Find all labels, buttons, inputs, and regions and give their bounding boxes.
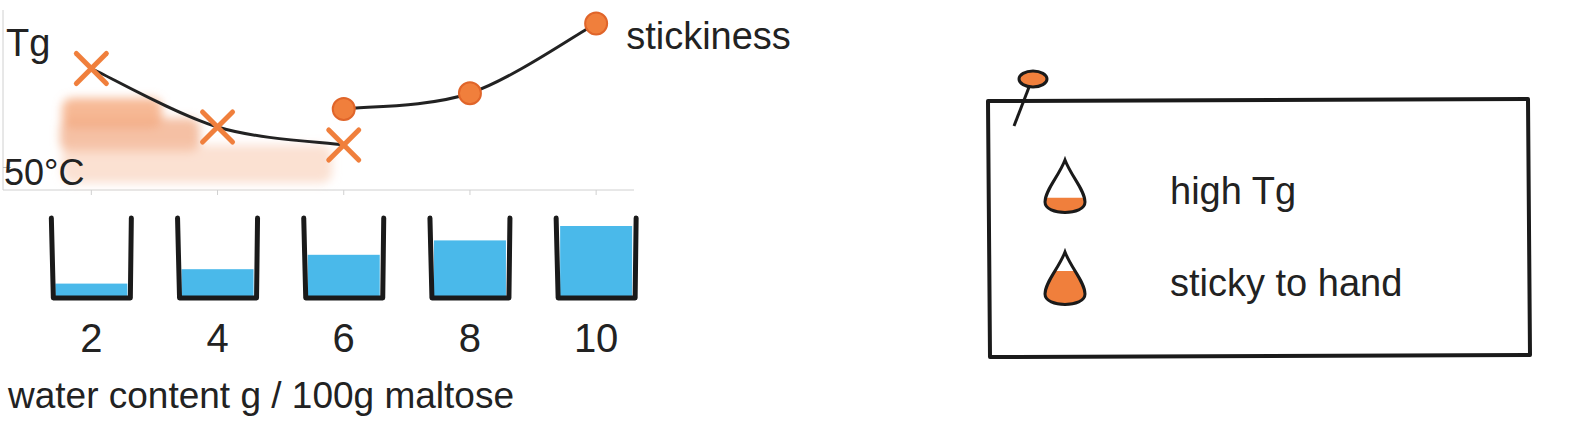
x-tick <box>217 190 218 195</box>
pin-needle <box>1014 82 1031 126</box>
marker-stroke <box>76 54 106 84</box>
beaker <box>178 218 258 298</box>
water-level <box>182 269 254 298</box>
droplet-fill <box>1045 271 1085 305</box>
note-label: sticky to hand <box>1170 262 1402 304</box>
x-tick-label: 6 <box>333 316 355 360</box>
water-level <box>560 226 632 298</box>
droplet <box>1045 252 1085 305</box>
marker-circle <box>585 13 607 35</box>
labels: Tg stickiness <box>6 15 791 65</box>
series-name: stickiness <box>626 15 791 57</box>
note-frame <box>988 99 1530 357</box>
marker-x <box>76 54 106 84</box>
chart: 50°C Tg stickiness 2 4 6 8 10 water content g / … <box>0 0 1592 427</box>
beaker <box>51 218 131 298</box>
marker-x <box>329 130 359 160</box>
x-tick <box>343 190 344 195</box>
beaker <box>556 218 636 298</box>
band-stroke <box>62 145 332 183</box>
marker-stroke <box>329 130 359 160</box>
x-tick-label: 8 <box>459 316 481 360</box>
marker-x <box>203 112 233 142</box>
droplet-fill <box>1045 198 1085 213</box>
water-level <box>308 255 380 298</box>
marker-stroke <box>203 112 233 142</box>
x-axis-title: water content g / 100g maltose <box>7 375 514 416</box>
marker-stroke <box>329 130 359 160</box>
plot-area <box>76 13 607 161</box>
series-line <box>344 24 596 110</box>
x-tick <box>469 190 470 195</box>
droplet <box>1045 160 1085 213</box>
y-tick-label: 50°C <box>4 152 84 193</box>
x-tick-label: 10 <box>574 316 619 360</box>
pin-head <box>1019 71 1047 87</box>
x-tick-label: 4 <box>206 316 228 360</box>
beaker <box>304 218 384 298</box>
series-line <box>91 69 343 146</box>
marker-stroke <box>76 54 106 84</box>
marker-circle <box>333 98 355 120</box>
water-level <box>434 240 506 298</box>
marker-circle <box>459 82 481 104</box>
x-tick <box>596 190 597 195</box>
x-tick-label: 2 <box>80 316 102 360</box>
x-axis-line <box>3 190 634 191</box>
note-box: high Tg sticky to hand <box>988 71 1530 357</box>
marker-stroke <box>203 112 233 142</box>
series-name: Tg <box>6 22 50 64</box>
x-tick <box>91 190 92 195</box>
beaker <box>430 218 510 298</box>
chart-root: 50°C Tg stickiness 2 4 6 8 10 water content g / … <box>0 0 1592 427</box>
note-label: high Tg <box>1170 170 1296 212</box>
